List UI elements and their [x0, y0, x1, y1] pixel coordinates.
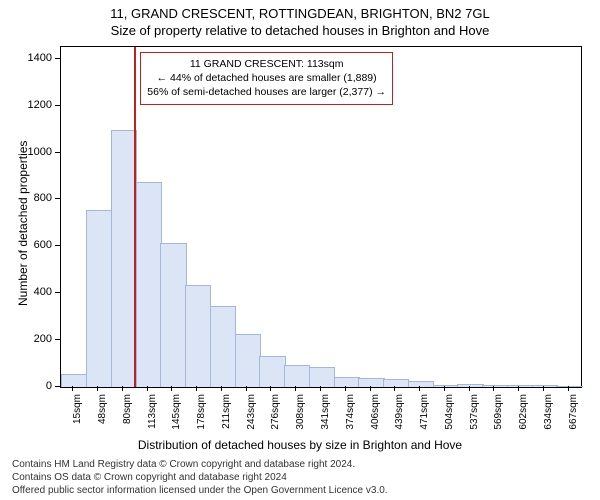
xtick-mark: [221, 386, 222, 391]
xtick-label: 504sqm: [444, 394, 455, 444]
xtick-mark: [493, 386, 494, 391]
bar: [235, 334, 261, 387]
xtick-mark: [246, 386, 247, 391]
footer-line-2: Contains OS data © Crown copyright and d…: [12, 471, 388, 484]
bar: [482, 385, 508, 387]
xtick-label: 537sqm: [469, 394, 480, 444]
xtick-mark: [147, 386, 148, 391]
info-box-line: ← 44% of detached houses are smaller (1,…: [147, 71, 386, 85]
xtick-mark: [543, 386, 544, 391]
bar: [334, 377, 360, 387]
xtick-label: 667sqm: [568, 394, 579, 444]
bar: [556, 386, 582, 387]
ytick-mark: [55, 58, 60, 59]
xtick-label: 634sqm: [543, 394, 554, 444]
xtick-label: 80sqm: [122, 394, 133, 444]
footer-line-3: Offered public sector information licens…: [12, 484, 388, 497]
ytick-label: 0: [20, 380, 52, 392]
ytick-mark: [55, 339, 60, 340]
ytick-label: 200: [20, 333, 52, 345]
y-axis-label: Number of detached properties: [16, 141, 30, 306]
xtick-label: 178sqm: [196, 394, 207, 444]
chart-title-main: 11, GRAND CRESCENT, ROTTINGDEAN, BRIGHTO…: [0, 0, 600, 21]
footer-line-1: Contains HM Land Registry data © Crown c…: [12, 458, 388, 471]
marker-line: [134, 47, 136, 387]
xtick-mark: [295, 386, 296, 391]
bar: [284, 365, 310, 387]
bar: [309, 367, 335, 387]
bar: [383, 379, 409, 387]
ytick-mark: [55, 245, 60, 246]
bar: [160, 243, 186, 387]
ytick-mark: [55, 292, 60, 293]
ytick-mark: [55, 152, 60, 153]
xtick-label: 406sqm: [370, 394, 381, 444]
xtick-mark: [568, 386, 569, 391]
xtick-mark: [122, 386, 123, 391]
ytick-label: 1000: [20, 146, 52, 158]
xtick-mark: [469, 386, 470, 391]
info-box: 11 GRAND CRESCENT: 113sqm← 44% of detach…: [140, 52, 393, 105]
xtick-label: 602sqm: [518, 394, 529, 444]
xtick-label: 48sqm: [97, 394, 108, 444]
xtick-mark: [370, 386, 371, 391]
bar: [61, 374, 87, 387]
xtick-label: 439sqm: [394, 394, 405, 444]
bar: [408, 381, 434, 387]
ytick-label: 1200: [20, 99, 52, 111]
ytick-label: 600: [20, 239, 52, 251]
xtick-label: 471sqm: [419, 394, 430, 444]
bar: [433, 385, 459, 387]
ytick-label: 1400: [20, 52, 52, 64]
bar: [259, 356, 285, 387]
bar: [210, 306, 236, 387]
xtick-mark: [419, 386, 420, 391]
bar: [507, 385, 533, 387]
bar: [358, 378, 384, 387]
xtick-mark: [345, 386, 346, 391]
chart-container: 11, GRAND CRESCENT, ROTTINGDEAN, BRIGHTO…: [0, 0, 600, 500]
xtick-label: 145sqm: [171, 394, 182, 444]
chart-title-sub: Size of property relative to detached ho…: [0, 21, 600, 38]
xtick-mark: [196, 386, 197, 391]
bar: [457, 384, 483, 387]
xtick-label: 308sqm: [295, 394, 306, 444]
xtick-label: 113sqm: [147, 394, 158, 444]
xtick-label: 243sqm: [246, 394, 257, 444]
ytick-mark: [55, 105, 60, 106]
ytick-mark: [55, 198, 60, 199]
xtick-mark: [394, 386, 395, 391]
xtick-label: 569sqm: [493, 394, 504, 444]
xtick-label: 276sqm: [270, 394, 281, 444]
xtick-mark: [97, 386, 98, 391]
bar: [136, 182, 162, 387]
info-box-line: 11 GRAND CRESCENT: 113sqm: [147, 57, 386, 71]
xtick-mark: [518, 386, 519, 391]
ytick-label: 800: [20, 192, 52, 204]
bar: [185, 285, 211, 387]
info-box-line: 56% of semi-detached houses are larger (…: [147, 85, 386, 99]
xtick-mark: [171, 386, 172, 391]
xtick-mark: [320, 386, 321, 391]
xtick-mark: [270, 386, 271, 391]
xtick-mark: [444, 386, 445, 391]
ytick-label: 400: [20, 286, 52, 298]
xtick-label: 15sqm: [72, 394, 83, 444]
bar: [532, 385, 558, 387]
xtick-label: 341sqm: [320, 394, 331, 444]
bar: [111, 130, 137, 387]
xtick-mark: [72, 386, 73, 391]
ytick-mark: [55, 386, 60, 387]
xtick-label: 374sqm: [345, 394, 356, 444]
bar: [86, 210, 112, 387]
xtick-label: 211sqm: [221, 394, 232, 444]
footer-text: Contains HM Land Registry data © Crown c…: [12, 458, 388, 497]
